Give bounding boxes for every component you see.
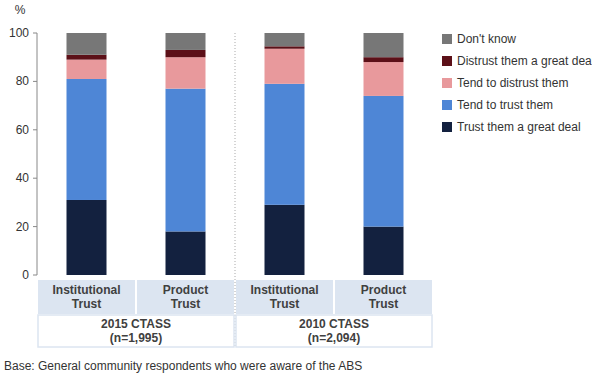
category-cell (38, 280, 135, 314)
group-cell (38, 315, 234, 347)
y-tick (33, 33, 37, 34)
group-cell (236, 315, 432, 347)
legend-swatch (442, 100, 452, 110)
y-tick-label: 60 (16, 123, 30, 137)
category-cell (335, 280, 432, 314)
group-label: (n=1,995) (110, 331, 162, 345)
y-tick (33, 178, 37, 179)
legend-swatch (442, 34, 452, 44)
chart: % 0 20 40 60 80 100 InstitutionalTrust ProductTr… (0, 0, 592, 377)
y-tick-label: 40 (16, 171, 30, 185)
legend-swatch (442, 56, 452, 66)
category-label: ProductTrust (361, 283, 406, 311)
group-divider (235, 33, 236, 348)
bar-segment (67, 55, 107, 60)
legend-swatch (442, 78, 452, 88)
bar-segment (166, 231, 206, 275)
bar-segment (364, 62, 404, 96)
legend-label: Tend to trust them (457, 98, 553, 112)
group-label: 2010 CTASS (299, 317, 369, 331)
bar-segment (67, 33, 107, 55)
bar-segment (166, 50, 206, 57)
group-label: 2015 CTASS (101, 317, 171, 331)
y-label: % (15, 3, 26, 17)
y-tick-label: 100 (9, 26, 29, 40)
bar-segment (364, 96, 404, 227)
bar-segment (265, 33, 305, 46)
legend-label: Trust them a great deal (457, 120, 581, 134)
bar-segment (166, 89, 206, 232)
y-tick (33, 275, 37, 276)
legend-label: Don't know (457, 32, 516, 46)
y-tick-label: 80 (16, 74, 30, 88)
group-label: (n=2,094) (308, 331, 360, 345)
footnote: Base: General community respondents who … (4, 359, 362, 373)
category-cell (137, 280, 234, 314)
bar-segment (364, 227, 404, 275)
bar-segment (67, 79, 107, 200)
y-tick-label: 0 (22, 268, 29, 282)
y-tick (33, 81, 37, 82)
bar-segment (67, 200, 107, 275)
bar-segment (265, 46, 305, 48)
legend-label: Distrust them a great deal (457, 54, 592, 68)
bars (67, 33, 404, 275)
bar-segment (265, 49, 305, 84)
bar-segment (265, 205, 305, 275)
bar-segment (67, 60, 107, 79)
bar-segment (364, 57, 404, 62)
category-cell (236, 280, 333, 314)
y-tick (33, 226, 37, 227)
legend-label: Tend to distrust them (457, 76, 568, 90)
bar-segment (364, 33, 404, 57)
category-label: ProductTrust (163, 283, 208, 311)
bar-segment (265, 84, 305, 205)
y-axis (37, 33, 38, 275)
y-tick (33, 129, 37, 130)
legend-swatch (442, 122, 452, 132)
category-label: InstitutionalTrust (53, 283, 121, 311)
y-tick-label: 20 (16, 220, 30, 234)
bar-segment (166, 33, 206, 50)
category-label: InstitutionalTrust (251, 283, 319, 311)
bar-segment (166, 57, 206, 88)
